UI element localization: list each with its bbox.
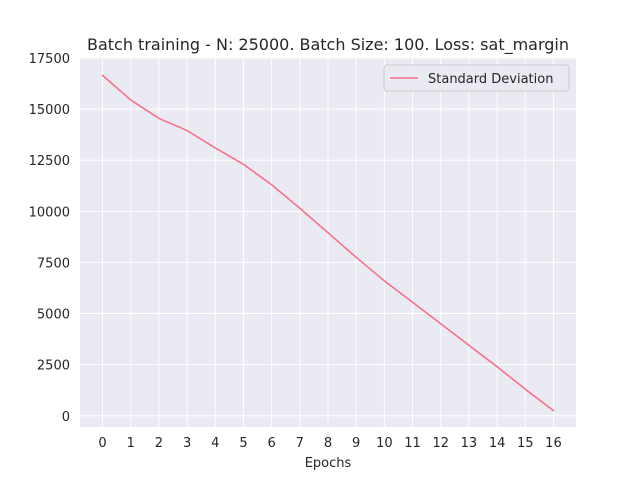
x-tick-label: 2 [155, 436, 163, 451]
x-tick-label: 16 [545, 436, 562, 451]
x-tick-label: 10 [376, 436, 393, 451]
y-tick-label: 5000 [37, 308, 70, 323]
x-tick-label: 3 [183, 436, 191, 451]
x-tick-label: 15 [517, 436, 534, 451]
x-tick-label: 12 [432, 436, 449, 451]
series-line [101, 74, 555, 412]
legend-box [383, 64, 570, 92]
chart-title: Batch training - N: 25000. Batch Size: 1… [87, 35, 569, 55]
x-tick-label: 8 [324, 436, 332, 451]
x-tick-label: 11 [404, 436, 421, 451]
y-tick-label: 7500 [37, 256, 70, 271]
x-axis-label: Epochs [305, 456, 352, 471]
y-tick-label: 15000 [29, 103, 70, 118]
y-tick-label: 0 [62, 410, 70, 425]
legend: Standard Deviation [383, 64, 570, 92]
y-tick-label: 2500 [37, 359, 70, 374]
y-tick-label: 17500 [29, 52, 70, 67]
legend-label: Standard Deviation [428, 72, 553, 87]
y-tick-label: 10000 [29, 205, 70, 220]
tick-labels: 0 1 2 3 4 5 6 7 8 9 10 11 12 13 14 15 160250050007500100… [29, 52, 562, 451]
x-tick-label: 7 [296, 436, 304, 451]
x-tick-label: 1 [127, 436, 135, 451]
x-tick-label: 14 [489, 436, 506, 451]
x-tick-label: 9 [352, 436, 360, 451]
y-tick-label: 12500 [29, 154, 70, 169]
x-tick-label: 0 [98, 436, 106, 451]
x-tick-label: 6 [267, 436, 275, 451]
series-layer [101, 74, 555, 412]
x-tick-label: 5 [239, 436, 247, 451]
x-tick-label: 4 [211, 436, 219, 451]
x-tick-label: 13 [461, 436, 478, 451]
